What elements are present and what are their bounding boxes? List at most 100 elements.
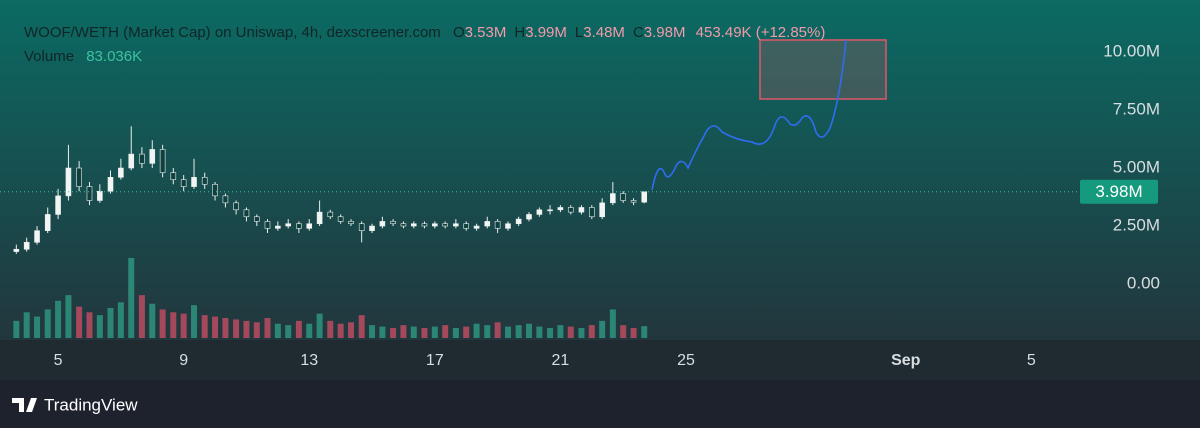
x-tick-label: 5: [1027, 352, 1036, 369]
y-tick-label: 0.00: [1127, 274, 1160, 293]
volume-bar: [23, 312, 30, 338]
candle-body: [505, 223, 511, 229]
x-tick-label: 17: [426, 352, 444, 369]
candle-body: [620, 193, 626, 201]
volume-bar: [494, 322, 501, 338]
candle-body: [421, 223, 428, 227]
ohlc-value: 3.99M: [525, 24, 567, 41]
candle-body: [275, 225, 281, 229]
candle-body: [557, 207, 564, 211]
volume-bar: [536, 326, 543, 338]
volume-bar: [86, 312, 93, 338]
logo-mark: [12, 398, 37, 412]
candle-body: [86, 186, 93, 201]
x-tick-label: 5: [54, 352, 63, 369]
candle-body: [191, 177, 197, 187]
volume-bar: [159, 309, 166, 338]
candle-body: [369, 225, 375, 231]
volume-bar: [348, 322, 354, 338]
ohlc: O3.53M H3.99M L3.48M C3.98M: [445, 24, 686, 41]
volume-bar: [295, 320, 302, 338]
candle-body: [180, 179, 187, 187]
candle-body: [13, 248, 20, 252]
candle-body: [212, 183, 218, 197]
volume-bar: [274, 323, 281, 338]
volume-bar: [170, 312, 177, 338]
candle-body: [76, 167, 82, 187]
volume-bar: [128, 258, 135, 338]
candle-body: [222, 195, 229, 204]
candle-body: [410, 223, 417, 227]
x-axis-strip: [0, 340, 1200, 380]
projection-line: [651, 39, 847, 191]
volume-title: Volume: [24, 48, 75, 65]
volume-bar: [117, 302, 124, 338]
volume-bar: [201, 315, 208, 338]
candle-body: [547, 209, 553, 212]
volume-bar: [431, 326, 438, 338]
volume-bar: [588, 325, 595, 338]
volume-bar: [578, 328, 585, 338]
volume-bar: [567, 326, 574, 338]
volume-bar: [463, 326, 470, 338]
ohlc-letter: H: [514, 24, 526, 41]
candle-body: [149, 149, 156, 164]
candle-body: [463, 223, 470, 229]
y-tick-label: 5.00M: [1113, 158, 1160, 177]
candle-body: [589, 207, 595, 218]
volume-bar: [191, 305, 198, 338]
volume-bar: [327, 320, 334, 338]
x-tick-label: 25: [677, 352, 695, 369]
volume-bar: [484, 325, 491, 338]
candle-body: [118, 167, 124, 178]
volume-bar: [557, 325, 564, 338]
ohlc-value: 3.48M: [583, 24, 625, 41]
brand: TradingView: [44, 395, 138, 414]
volume-bar: [253, 322, 260, 338]
candle-body: [306, 223, 313, 229]
x-tick-label: Sep: [891, 352, 921, 369]
candle-body: [34, 230, 40, 243]
candle-body: [390, 221, 396, 225]
volume-bar: [13, 320, 20, 338]
candle-body: [400, 223, 407, 227]
candle-body: [264, 221, 271, 229]
volume-bar: [107, 308, 114, 338]
volume-bar: [400, 325, 407, 338]
volume-bar: [410, 326, 417, 338]
logo: [12, 398, 37, 412]
x-tick-label: 9: [179, 352, 188, 369]
volume-bar: [620, 325, 627, 338]
volume-bar: [442, 325, 449, 338]
volume-bar: [547, 328, 554, 338]
candle-body: [285, 223, 292, 227]
candle-body: [348, 221, 354, 225]
volume-bar: [180, 313, 187, 338]
last-price-box: [1080, 179, 1158, 204]
candle-body: [170, 172, 177, 180]
volume-bar: [264, 318, 271, 338]
candle-body: [641, 191, 648, 203]
candle-body: [296, 223, 302, 229]
candle-body: [494, 221, 501, 229]
volume-bar: [515, 325, 522, 338]
candle-body: [578, 207, 585, 213]
volume-header: Volume 83.036K: [24, 48, 142, 65]
candle-body: [107, 177, 114, 192]
candle-body: [254, 216, 260, 222]
candle-body: [55, 195, 61, 215]
x-tick-label: 13: [300, 352, 318, 369]
volume-bar: [526, 323, 533, 338]
candle-body: [201, 177, 208, 185]
candle-body: [567, 207, 574, 213]
volume-bar: [243, 320, 250, 338]
candle-body: [473, 225, 480, 229]
x-tick-label: 21: [552, 352, 570, 369]
volume-bar: [337, 323, 344, 338]
y-tick-label: 7.50M: [1113, 99, 1160, 118]
candle-body: [65, 167, 72, 197]
volume-bar: [222, 318, 229, 338]
candle-body: [327, 211, 334, 218]
